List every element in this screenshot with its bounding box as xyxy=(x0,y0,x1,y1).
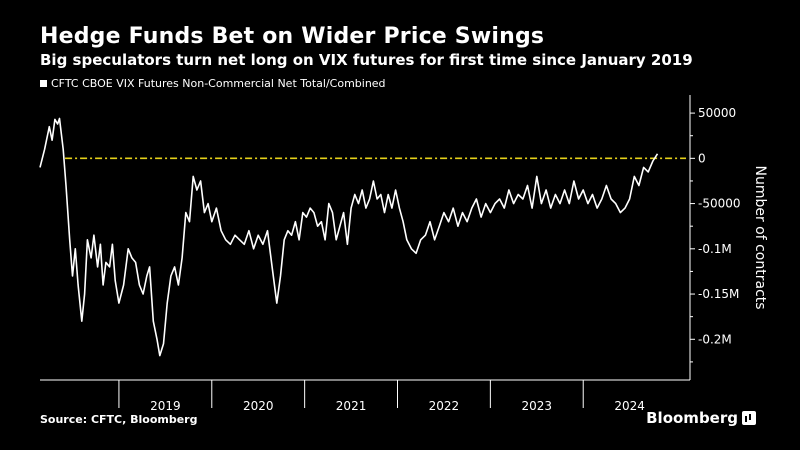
legend-swatch xyxy=(40,80,47,87)
y-tick-label: -0.1M xyxy=(698,242,732,256)
x-tick-label-2024: 2024 xyxy=(614,399,645,413)
y-tick-label: -50000 xyxy=(698,197,741,211)
y-tick-label: -0.15M xyxy=(698,287,739,301)
x-tick-label-2021: 2021 xyxy=(336,399,367,413)
x-tick-label-2020: 2020 xyxy=(243,399,274,413)
y-tick-label: -0.2M xyxy=(698,332,732,346)
series-line-vix-net xyxy=(39,117,659,357)
legend: CFTC CBOE VIX Futures Non-Commercial Net… xyxy=(40,77,386,90)
chart-title: Hedge Funds Bet on Wider Price Swings xyxy=(40,24,545,49)
y-tick-label: 0 xyxy=(698,151,706,165)
chart-subtitle: Big speculators turn net long on VIX fut… xyxy=(40,51,693,69)
bloomberg-icon xyxy=(742,411,756,425)
brand-name: Bloomberg xyxy=(646,409,738,427)
source-note: Source: CFTC, Bloomberg xyxy=(40,413,198,426)
x-tick-label-2023: 2023 xyxy=(522,399,553,413)
y-tick-label: 50000 xyxy=(698,106,736,120)
legend-label: CFTC CBOE VIX Futures Non-Commercial Net… xyxy=(51,77,386,90)
x-tick-label-2019: 2019 xyxy=(150,399,181,413)
brand-logo: Bloomberg xyxy=(646,409,756,427)
y-axis-title: Number of contracts xyxy=(752,165,768,309)
x-tick-label-2022: 2022 xyxy=(429,399,460,413)
